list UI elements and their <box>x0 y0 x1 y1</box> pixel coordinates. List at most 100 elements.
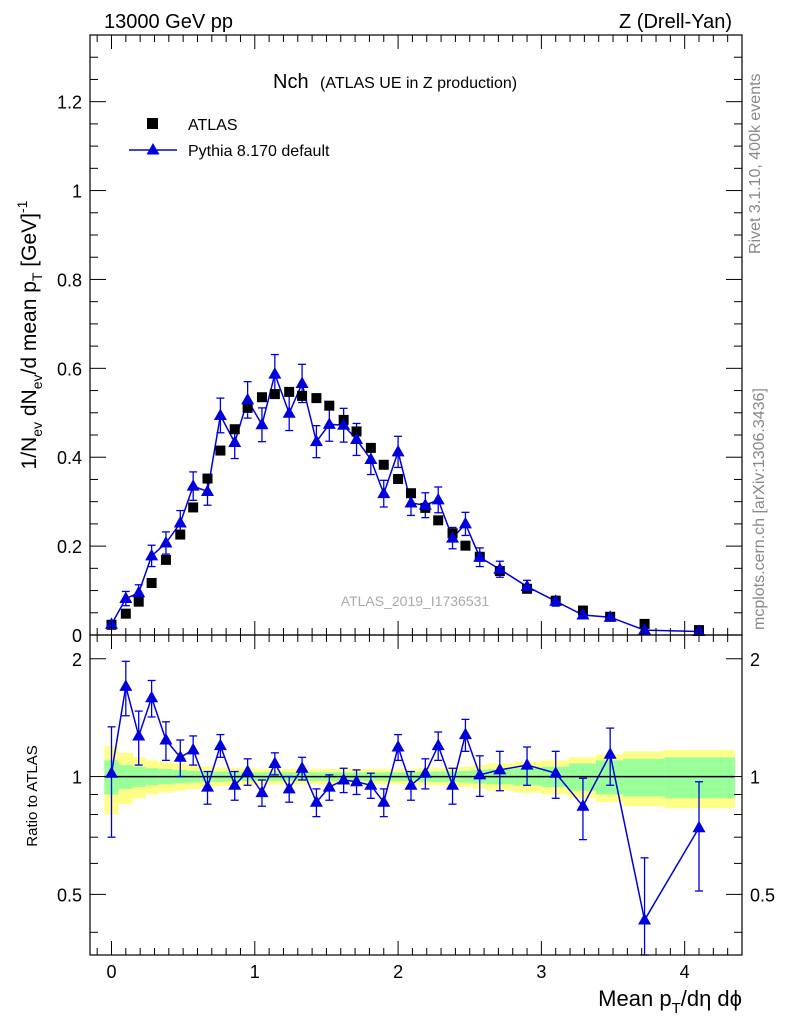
atlas-point <box>242 402 253 413</box>
atlas-point <box>160 554 171 565</box>
x-tick-label: 2 <box>393 962 403 982</box>
ratio-point <box>119 679 133 691</box>
ratio-point <box>173 750 187 762</box>
main-y-tick-label: 0.6 <box>57 359 82 379</box>
plot-subtitle: (ATLAS UE in Z production) <box>320 75 517 92</box>
analysis-label: ATLAS_2019_I1736531 <box>341 593 490 609</box>
ratio-point <box>364 778 378 790</box>
pythia-point <box>132 585 146 598</box>
pythia-point <box>603 610 617 622</box>
pythia-point <box>493 562 507 574</box>
ratio-line <box>110 686 700 923</box>
ratio-point <box>431 738 445 751</box>
ratio-point <box>228 778 242 790</box>
x-tick-label: 0 <box>106 962 116 982</box>
pythia-point <box>173 516 187 528</box>
legend-atlas-marker <box>147 118 158 129</box>
pythia-point <box>549 594 563 606</box>
header-process: Z (Drell-Yan) <box>619 11 732 33</box>
ratio-point <box>391 740 405 752</box>
ratio-point <box>322 780 336 792</box>
ratio-point <box>404 778 418 790</box>
ratio-point <box>418 766 432 778</box>
ratio-point <box>549 766 563 778</box>
pythia-point <box>145 548 159 561</box>
pythia-point <box>404 496 418 508</box>
atlas-point <box>405 488 416 499</box>
atlas-point <box>393 474 404 484</box>
ratio-point <box>201 780 215 792</box>
ratio-point <box>213 738 227 751</box>
atlas-point <box>324 400 335 411</box>
pythia-point <box>119 591 133 604</box>
ratio-panel <box>104 660 735 956</box>
atlas-point <box>297 390 308 401</box>
pythia-point <box>458 516 472 529</box>
ratio-y-tick-label-left: 2 <box>72 650 82 670</box>
axes: 0 1 2 3 4 0 0.2 0.4 0.6 0.8 1 1.2 0.5 0.5 1 1 2 2 <box>57 34 775 982</box>
ratio-point <box>692 820 706 833</box>
ratio-frame <box>89 634 743 956</box>
ratio-point <box>282 781 296 794</box>
ratio-y-tick-label-right: 0.5 <box>750 885 775 905</box>
atlas-point <box>202 473 213 484</box>
ratio-point <box>186 742 200 755</box>
legend-pythia-label: Pythia 8.170 default <box>188 143 330 160</box>
ratio-point <box>446 778 460 790</box>
ratio-point <box>309 795 323 807</box>
atlas-point <box>460 540 471 551</box>
header-collision: 13000 GeV pp <box>104 11 233 33</box>
ratio-point <box>458 727 472 740</box>
legend: ATLAS Pythia 8.170 default <box>129 117 330 160</box>
x-tick-label: 1 <box>250 962 260 982</box>
pythia-point <box>350 432 364 444</box>
atlas-point <box>269 389 280 400</box>
pythia-point <box>364 452 378 464</box>
ratio-point <box>241 764 255 777</box>
ratio-point <box>104 766 118 778</box>
pythia-point <box>377 486 391 499</box>
ratio-point <box>268 756 282 768</box>
pythia-point <box>159 536 173 548</box>
atlas-point <box>215 445 226 456</box>
atlas-point <box>175 529 186 540</box>
ratio-point <box>377 795 391 807</box>
pythia-point <box>255 417 269 430</box>
atlas-point <box>378 459 389 470</box>
ratio-y-tick-label-right: 2 <box>750 650 760 670</box>
ratio-point <box>493 762 507 775</box>
ratio-y-tick-label-left: 0.5 <box>57 885 82 905</box>
ratio-point <box>350 774 364 787</box>
main-y-tick-label: 0.8 <box>57 270 82 290</box>
pythia-point <box>282 406 296 418</box>
atlas-point <box>133 596 144 607</box>
pythia-point <box>309 434 323 447</box>
atlas-point <box>120 608 131 619</box>
ratio-ylabel: Ratio to ATLAS <box>24 745 41 846</box>
ratio-point <box>255 785 269 798</box>
ratio-point <box>520 758 534 770</box>
ratio-point <box>473 767 487 780</box>
ratio-band-inner <box>623 758 665 797</box>
pythia-point <box>322 417 336 429</box>
pythia-point <box>473 550 487 562</box>
ratio-y-tick-label-left: 1 <box>72 768 82 788</box>
atlas-point <box>284 386 295 397</box>
ratio-band-inner <box>595 760 624 795</box>
legend-pythia-marker <box>146 143 160 155</box>
ratio-point <box>337 772 351 785</box>
ratio-point <box>145 690 159 703</box>
atlas-point <box>188 502 199 513</box>
pythia-point <box>228 435 242 448</box>
x-tick-label: 3 <box>536 962 546 982</box>
atlas-point <box>365 442 376 453</box>
pythia-point <box>268 367 282 379</box>
atlas-point <box>311 393 322 404</box>
plot-title: Nch <box>273 71 309 93</box>
atlas-point <box>433 515 444 526</box>
pythia-point <box>391 444 405 457</box>
main-y-tick-label: 0.4 <box>57 448 82 468</box>
pythia-point <box>576 608 590 620</box>
pythia-point <box>201 484 215 496</box>
main-y-tick-label: 0 <box>72 626 82 646</box>
